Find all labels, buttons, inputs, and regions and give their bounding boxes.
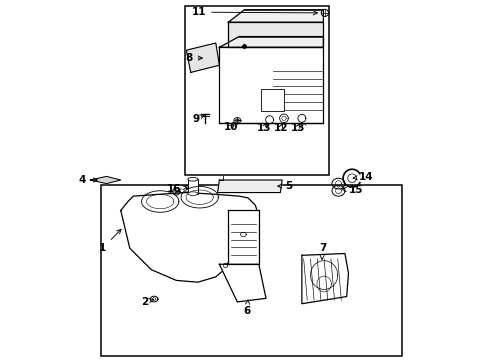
Text: 10: 10	[224, 122, 238, 132]
Text: 3: 3	[177, 185, 190, 195]
Text: 13: 13	[290, 123, 304, 133]
Text: 7: 7	[318, 243, 325, 260]
Polygon shape	[219, 264, 265, 302]
Text: 9: 9	[192, 114, 204, 124]
Bar	[185, 6, 328, 175]
Text: 11: 11	[191, 7, 317, 17]
Text: 1: 1	[99, 229, 121, 253]
Text: 6: 6	[243, 300, 250, 316]
Bar	[101, 185, 402, 356]
Polygon shape	[186, 43, 219, 72]
Bar	[187, 179, 198, 194]
Bar	[260, 89, 284, 111]
Polygon shape	[228, 10, 323, 22]
Polygon shape	[90, 176, 121, 184]
Text: 14: 14	[352, 172, 373, 182]
Text: 12: 12	[273, 123, 287, 133]
Polygon shape	[217, 180, 282, 193]
Polygon shape	[301, 253, 348, 304]
Polygon shape	[219, 47, 323, 123]
Text: 4: 4	[79, 175, 97, 185]
Text: 2: 2	[141, 297, 154, 307]
Text: 8: 8	[185, 53, 202, 63]
Ellipse shape	[187, 192, 198, 195]
Text: 5: 5	[277, 181, 292, 191]
Polygon shape	[228, 22, 323, 47]
Text: 16: 16	[166, 184, 186, 194]
Polygon shape	[219, 37, 323, 47]
Text: 13: 13	[256, 123, 270, 133]
Ellipse shape	[187, 177, 198, 181]
Polygon shape	[228, 211, 258, 264]
Text: 15: 15	[342, 185, 362, 195]
